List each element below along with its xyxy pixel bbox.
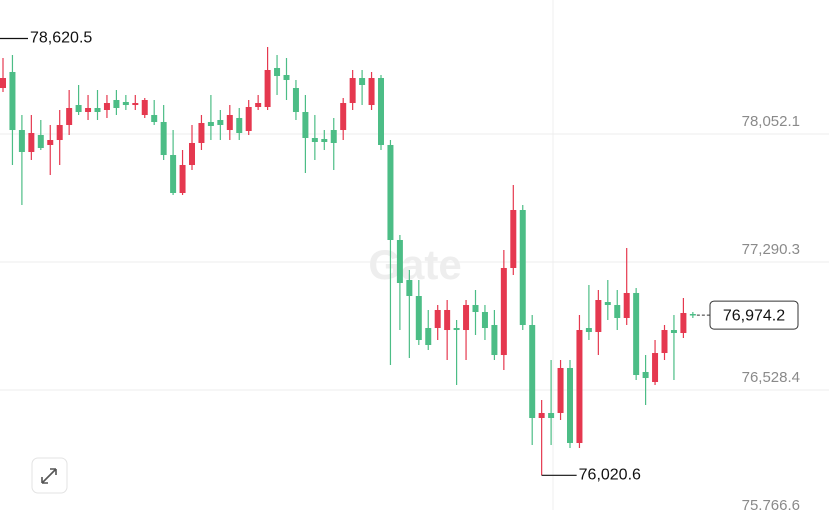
candle-body [122, 102, 129, 106]
candle-body [680, 313, 687, 333]
candle-body [28, 132, 35, 153]
candle-body [226, 115, 233, 131]
candle-body [689, 313, 696, 316]
candle-body [302, 111, 309, 139]
candle-body [623, 292, 630, 318]
y-tick-label: 78,052.1 [742, 113, 800, 130]
candle-body [557, 367, 564, 414]
candle-body [406, 280, 413, 297]
candle-body [151, 115, 158, 122]
candle-body [236, 117, 243, 133]
candle-body [548, 413, 555, 418]
candle-body [340, 103, 347, 131]
candle-body [94, 107, 101, 112]
candle-body [368, 78, 375, 106]
candle-body [103, 103, 110, 110]
candle-body [245, 107, 252, 131]
candle-body [642, 371, 649, 379]
y-tick-label: 76,528.4 [742, 369, 800, 386]
candle-body [179, 165, 186, 193]
min-marker-label: 76,020.6 [579, 467, 641, 484]
candle-body [56, 125, 63, 141]
candle-body [113, 100, 120, 108]
candle-body [207, 121, 214, 126]
candle-body [434, 309, 441, 329]
candle-body [47, 140, 54, 145]
expand-icon [41, 468, 57, 484]
candle-body [378, 78, 384, 145]
candle-body [519, 209, 526, 326]
candle-body [425, 328, 432, 345]
candle-body [264, 69, 271, 108]
candle-body [585, 328, 592, 333]
candle-body [661, 330, 668, 354]
candle-body [189, 142, 195, 166]
candle-body [510, 209, 517, 268]
candle-body [604, 302, 611, 306]
candle-body [66, 107, 73, 126]
candle-body [18, 130, 25, 153]
last-price-box [709, 300, 799, 330]
candle-body [85, 107, 92, 112]
candle-body [472, 305, 479, 312]
candle-body [255, 103, 262, 108]
candle-body [595, 300, 602, 333]
candle-body [349, 78, 356, 104]
candle-body [491, 325, 498, 356]
candle-body [529, 325, 536, 418]
candle-body [538, 413, 545, 418]
candle-body [160, 121, 167, 156]
candle-body [132, 103, 139, 106]
candle-body [359, 78, 366, 85]
expand-button[interactable] [31, 457, 68, 494]
candle-body [0, 78, 6, 89]
candle-body [463, 305, 470, 331]
candle-body [396, 240, 403, 283]
candle-body [170, 155, 177, 193]
last-price-label: 76,974.2 [723, 307, 785, 324]
candle-body [652, 353, 659, 383]
y-tick-label: 75,766.6 [742, 497, 800, 510]
candle-body [141, 100, 148, 116]
candle-body [576, 330, 583, 443]
candle-body [292, 88, 299, 112]
candle-body [75, 105, 82, 112]
candle-body [37, 134, 44, 149]
candle-body [481, 311, 488, 329]
candles [0, 46, 696, 476]
candle-body [274, 67, 281, 77]
annotations: 78,620.5 76,020.6 76,974.2 [0, 30, 799, 484]
candle-body [415, 296, 422, 341]
candle-body [321, 138, 328, 143]
max-marker-label: 78,620.5 [30, 30, 92, 47]
candle-body [387, 144, 394, 241]
candle-body [614, 305, 621, 318]
candle-body [453, 328, 460, 331]
candle-body [283, 75, 290, 81]
candle-body [500, 267, 507, 356]
candle-body [444, 309, 451, 331]
candle-body [330, 130, 337, 143]
candle-body [670, 330, 677, 333]
candle-body [311, 138, 318, 143]
candle-body [9, 71, 16, 131]
grid: 78,052.1 77,290.3 76,528.4 75,766.6 [0, 113, 829, 510]
candle-body [217, 119, 224, 126]
candle-body [633, 292, 640, 376]
watermark: Gate [368, 241, 461, 288]
candle-body [198, 123, 205, 143]
candle-body [567, 367, 573, 443]
y-tick-label: 77,290.3 [742, 241, 800, 258]
